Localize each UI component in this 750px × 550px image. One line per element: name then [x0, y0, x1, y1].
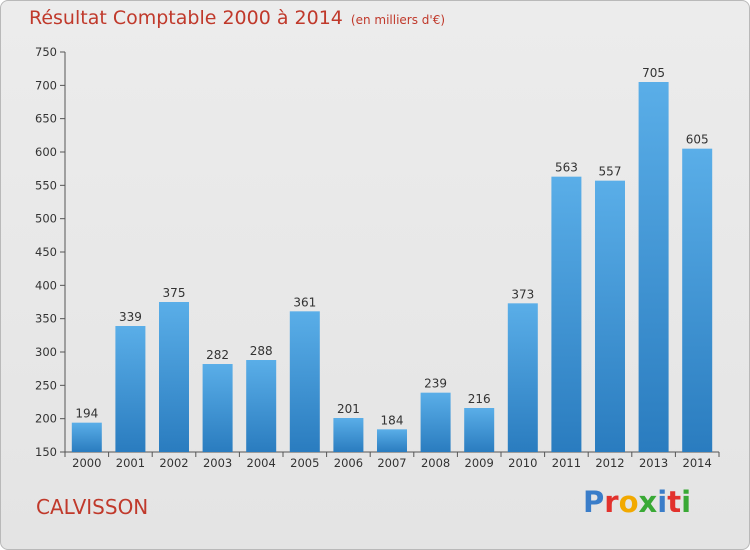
- x-tick-label: 2007: [377, 456, 406, 470]
- y-tick-label: 200: [35, 412, 57, 426]
- x-tick-label: 2004: [247, 456, 276, 470]
- bar-2004: [246, 360, 277, 452]
- y-tick-label: 650: [35, 112, 57, 126]
- y-tick-label: 300: [35, 345, 57, 359]
- logo-letter: t: [667, 485, 682, 519]
- bar-2007: [377, 429, 407, 452]
- logo-letter: o: [618, 485, 639, 519]
- y-tick-label: 450: [35, 245, 57, 259]
- y-tick-label: 550: [35, 178, 57, 192]
- x-tick-label: 2001: [116, 456, 145, 470]
- logo-letter: r: [604, 485, 619, 519]
- x-tick-label: 2011: [552, 456, 581, 470]
- x-tick-label: 2002: [159, 456, 188, 470]
- y-tick-label: 250: [35, 378, 57, 392]
- data-label-2012: 557: [599, 165, 622, 179]
- x-tick-label: 2003: [203, 456, 232, 470]
- y-tick-label: 500: [35, 212, 57, 226]
- bar-2010: [507, 303, 538, 452]
- data-label-2014: 605: [686, 133, 709, 147]
- bar-2009: [464, 408, 495, 452]
- data-label-2000: 194: [75, 407, 98, 421]
- data-label-2001: 339: [119, 310, 142, 324]
- y-tick-label: 600: [35, 145, 57, 159]
- data-label-2009: 216: [468, 392, 491, 406]
- bar-2012: [595, 180, 625, 452]
- place-name: CALVISSON: [36, 495, 149, 519]
- logo-letter: x: [638, 485, 658, 519]
- bar-2000: [71, 422, 102, 452]
- x-tick-label: 2008: [421, 456, 450, 470]
- data-label-2008: 239: [424, 377, 447, 391]
- bar-2006: [333, 418, 364, 452]
- chart-subtitle: (en milliers d'€): [350, 13, 446, 27]
- logo-letter: i: [657, 485, 668, 519]
- logo-letter: P: [583, 485, 605, 519]
- x-tick-label: 2006: [334, 456, 363, 470]
- proxiti-logo: Proxiti: [583, 485, 691, 519]
- bar-2013: [638, 82, 669, 452]
- x-tick-label: 2014: [683, 456, 712, 470]
- data-label-2010: 373: [511, 287, 534, 301]
- bar-2003: [202, 364, 233, 452]
- chart-title: Résultat Comptable 2000 à 2014 (en millie…: [29, 7, 445, 29]
- data-label-2013: 705: [642, 66, 665, 80]
- data-label-2003: 282: [206, 348, 229, 362]
- bar-2014: [682, 148, 713, 452]
- x-tick-label: 2010: [508, 456, 537, 470]
- y-tick-label: 350: [35, 312, 57, 326]
- bar-2008: [420, 392, 451, 452]
- x-tick-label: 2000: [72, 456, 101, 470]
- data-label-2006: 201: [337, 402, 360, 416]
- data-label-2007: 184: [381, 413, 404, 427]
- data-label-2011: 563: [555, 161, 578, 175]
- y-tick-label: 150: [35, 445, 57, 459]
- bar-2005: [289, 311, 320, 452]
- x-tick-label: 2009: [465, 456, 494, 470]
- bar-2011: [551, 176, 582, 452]
- bar-2002: [159, 302, 189, 452]
- bar-2001: [115, 326, 146, 452]
- y-tick-label: 700: [35, 78, 57, 92]
- logo-letter: i: [681, 485, 692, 519]
- y-tick-label: 400: [35, 278, 57, 292]
- title-text: Résultat Comptable 2000 à 2014: [29, 7, 343, 29]
- x-tick-label: 2012: [595, 456, 624, 470]
- data-label-2005: 361: [293, 295, 316, 309]
- x-tick-label: 2005: [290, 456, 319, 470]
- data-label-2004: 288: [250, 344, 273, 358]
- x-tick-label: 2013: [639, 456, 668, 470]
- y-tick-label: 750: [35, 45, 57, 59]
- data-label-2002: 375: [163, 286, 186, 300]
